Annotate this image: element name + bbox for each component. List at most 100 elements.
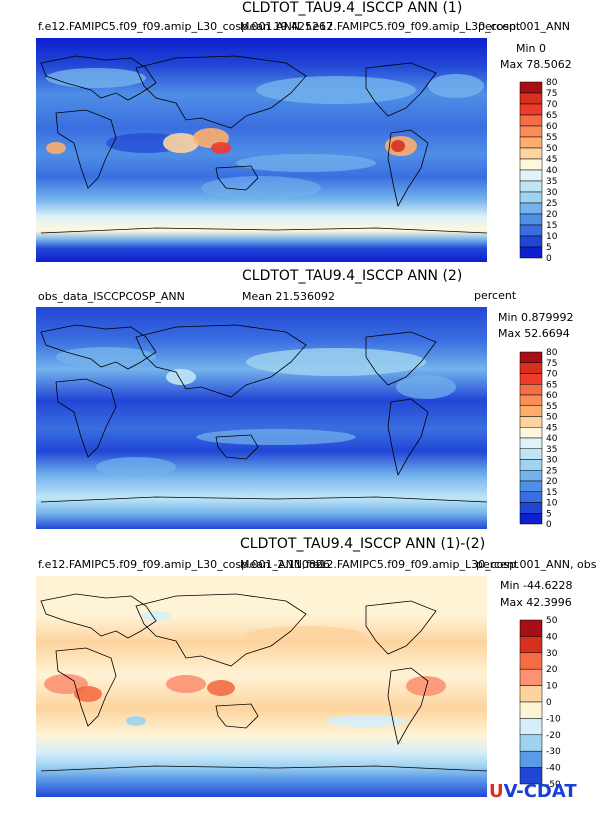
colorbar-swatch: [519, 427, 543, 439]
colorbar-swatch: [519, 362, 543, 374]
colorbar-swatch: [519, 373, 543, 385]
colorbar-swatch: [519, 685, 543, 703]
panel-1-title: CLDTOT_TAU9.4_ISCCP ANN (1): [242, 0, 463, 16]
panel-2-field-features: [56, 347, 456, 477]
colorbar-tick-label: 55: [546, 133, 557, 143]
colorbar-swatch: [519, 502, 543, 514]
panel-2-units: percent: [474, 289, 517, 302]
colorbar-swatch: [519, 103, 543, 116]
colorbar-tick-label: 30: [546, 188, 558, 198]
colorbar-swatch: [519, 125, 543, 138]
colorbar-tick-label: 80: [546, 78, 558, 88]
panel-2-case-label: obs_data_ISCCPCOSP_ANN: [38, 290, 185, 303]
colorbar-tick-label: 0: [546, 254, 552, 264]
panel-1-min: Min 0: [516, 42, 547, 55]
colorbar-tick-label: 30: [546, 649, 558, 659]
colorbar-tick-label: 60: [546, 391, 558, 401]
colorbar-swatch: [519, 652, 543, 670]
colorbar-swatch: [519, 235, 543, 248]
panel-2-mean-label: Mean 21.536092: [242, 290, 335, 303]
colorbar-tick-label: 60: [546, 122, 558, 132]
colorbar-tick-label: 40: [546, 166, 558, 176]
colorbar-swatch: [519, 158, 543, 171]
colorbar-swatch: [519, 470, 543, 482]
colorbar-swatch: [519, 136, 543, 149]
panel-3-field-features: [44, 611, 446, 727]
colorbar-swatch: [519, 750, 543, 768]
colorbar-tick-label: 45: [546, 155, 557, 165]
colorbar-tick-label: -10: [546, 714, 561, 724]
colorbar-swatch: [519, 81, 543, 94]
panel-1-map: [36, 38, 487, 262]
panel-1-max: Max 78.5062: [500, 58, 572, 71]
colorbar-swatch: [519, 405, 543, 417]
colorbar-tick-label: 70: [546, 100, 558, 110]
colorbar-swatch: [519, 351, 543, 363]
panel-3-title: CLDTOT_TAU9.4_ISCCP ANN (1)-(2): [240, 536, 486, 552]
colorbar-swatch: [519, 180, 543, 193]
colorbar-tick-label: 50: [546, 144, 558, 154]
colorbar-tick-label: 45: [546, 423, 557, 433]
colorbar-tick-label: 50: [546, 616, 558, 626]
colorbar-tick-label: 65: [546, 111, 557, 121]
colorbar-tick-label: -20: [546, 731, 561, 741]
panel-1-field-features: [46, 68, 484, 200]
panel-1-coastlines: [40, 55, 487, 234]
colorbar-swatch: [519, 416, 543, 428]
colorbar-tick-label: 30: [546, 456, 558, 466]
colorbar-swatch: [519, 191, 543, 204]
colorbar-swatch: [519, 480, 543, 492]
panel-2-title: CLDTOT_TAU9.4_ISCCP ANN (2): [242, 268, 463, 284]
panel-2-max: Max 52.6694: [498, 327, 570, 340]
panel-3-min: Min -44.6228: [500, 579, 573, 592]
uvcdat-logo: UV-CDAT: [489, 781, 577, 802]
panel-1-mean-label: Mean 19.425267: [240, 20, 333, 33]
logo-rest: V-CDAT: [503, 781, 577, 802]
logo-u: U: [489, 781, 504, 802]
colorbar-swatch: [519, 459, 543, 471]
colorbar-swatch: [519, 701, 543, 719]
panel-2-map: [36, 307, 487, 529]
colorbar-tick-label: 80: [546, 348, 558, 358]
panel-3-mean-label: Mean -2.110826: [240, 558, 330, 571]
colorbar-swatch: [519, 147, 543, 160]
colorbar-tick-label: 20: [546, 210, 558, 220]
colorbar-swatch: [519, 767, 543, 785]
panel-1-overlap-label: f.e12.FAMIPC5.f09_f09.amip_L30_cosp.001_…: [306, 20, 571, 33]
panel-3-case-label: f.e12.FAMIPC5.f09_f09.amip_L30_cosp.001_…: [38, 558, 323, 571]
colorbar-tick-label: 0: [546, 698, 552, 708]
colorbar-tick-label: -30: [546, 747, 561, 757]
colorbar-tick-label: 0: [546, 520, 552, 530]
colorbar-swatch: [519, 394, 543, 406]
colorbar-tick-label: 5: [546, 509, 552, 519]
colorbar-swatch: [519, 92, 543, 105]
panel-3-colorbar: 50 40 30 20 10 0 -10 -20 -30 -40 -50: [519, 616, 561, 790]
colorbar-tick-label: 65: [546, 380, 557, 390]
panel-3-units: percent: [476, 558, 519, 571]
colorbar-swatch: [519, 202, 543, 215]
colorbar-swatch: [519, 734, 543, 752]
panel-2-coastlines: [40, 324, 487, 503]
colorbar-swatch: [519, 224, 543, 237]
panel-1-units: percent: [478, 20, 521, 33]
colorbar-swatch: [519, 513, 543, 525]
colorbar-tick-label: 10: [546, 499, 558, 509]
colorbar-tick-label: 35: [546, 177, 557, 187]
colorbar-swatch: [519, 619, 543, 637]
colorbar-tick-label: 35: [546, 445, 557, 455]
colorbar-tick-label: 15: [546, 488, 557, 498]
colorbar-tick-label: 25: [546, 199, 557, 209]
colorbar-swatch: [519, 448, 543, 460]
panel-1-case-label: f.e12.FAMIPC5.f09_f09.amip_L30_cosp.001.…: [38, 20, 301, 33]
colorbar-swatch: [519, 668, 543, 686]
colorbar-swatch: [519, 213, 543, 226]
colorbar-tick-label: 25: [546, 466, 557, 476]
colorbar-tick-label: 10: [546, 232, 558, 242]
colorbar-swatch: [519, 246, 543, 259]
colorbar-tick-label: -40: [546, 764, 561, 774]
colorbar-swatch: [519, 636, 543, 654]
colorbar-tick-label: -50: [546, 780, 561, 790]
colorbar-tick-label: 20: [546, 665, 558, 675]
colorbar-tick-label: 50: [546, 413, 558, 423]
